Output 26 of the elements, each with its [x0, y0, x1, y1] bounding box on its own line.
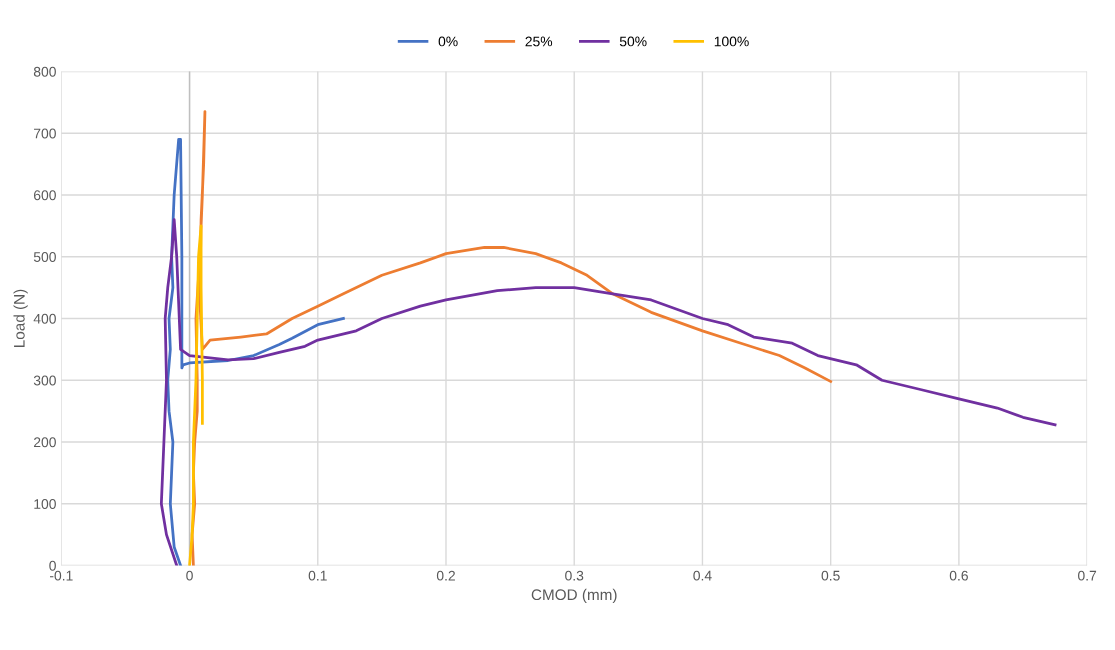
x-axis-title: CMOD (mm) [531, 588, 617, 604]
x-tick-label: 0.7 [1078, 570, 1097, 581]
x-tick-label: -0.1 [49, 570, 73, 581]
y-tick-label: 700 [34, 128, 56, 139]
x-tick-label: 0.6 [949, 570, 968, 581]
legend-label: 50% [619, 36, 647, 47]
legend-label: 25% [525, 36, 553, 47]
x-tick-label: 0.5 [821, 570, 840, 581]
x-tick-label: 0.3 [565, 570, 584, 581]
y-axis-title: Load (N) [13, 289, 28, 347]
x-tick-label: 0 [186, 570, 193, 581]
y-tick-label: 800 [33, 66, 56, 77]
line-series [188, 224, 204, 566]
y-tick-label: 200 [33, 437, 56, 448]
y-tick-label: 100 [34, 499, 56, 509]
y-tick-label: 300 [33, 375, 56, 386]
x-tick-label: 0.2 [436, 570, 455, 581]
line-series [159, 218, 1057, 566]
x-tick-label: 0.4 [693, 570, 712, 581]
legend-label: 0% [438, 36, 458, 47]
y-tick-label: 0 [49, 560, 56, 571]
y-tick-label: 500 [33, 252, 56, 262]
x-tick-label: 0.1 [308, 570, 327, 581]
y-tick-label: 600 [34, 190, 56, 201]
legend-label: 100% [714, 36, 749, 47]
y-tick-label: 400 [33, 313, 56, 324]
